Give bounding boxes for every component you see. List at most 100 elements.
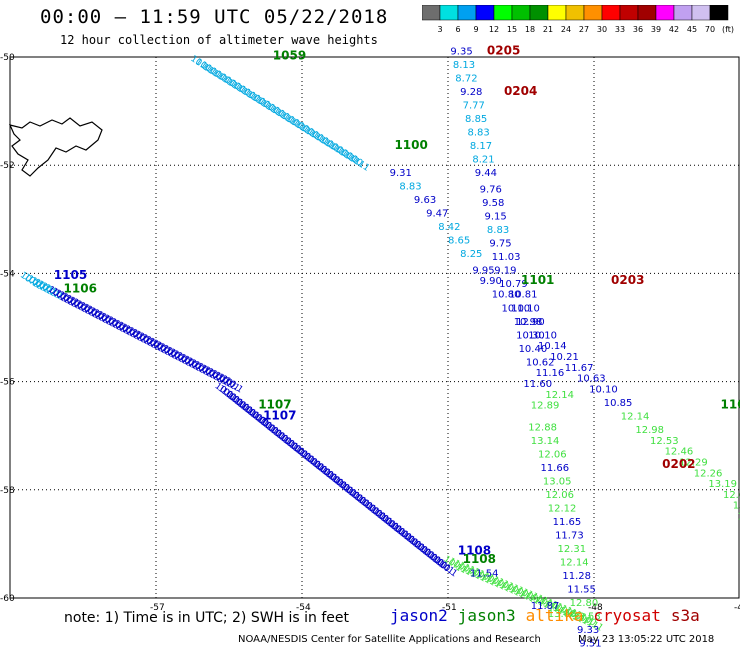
swh-value-s3a: 12.89 (531, 401, 560, 412)
color-tick-label: 30 (597, 25, 607, 34)
legend-cryosat: cryosat (593, 606, 661, 625)
pass-number-label: 1108 (463, 552, 496, 566)
swh-value-s3a: 9.58 (482, 198, 504, 209)
legend-s3a: s3a (670, 606, 700, 625)
swh-value-track: 12.98 (635, 425, 664, 436)
color-tick-label: 21 (543, 25, 553, 34)
swh-value-s3a: 12.06 (538, 449, 567, 460)
lon-label: -54 (296, 603, 311, 613)
swh-value-s3a: 12.88 (528, 422, 557, 433)
timestamp: May 23 13:05:22 UTC 2018 (578, 634, 715, 645)
swh-value-s3a: 13.05 (543, 476, 572, 487)
pass-number-label: 1107 (263, 408, 296, 422)
swh-value-track: 8.65 (448, 236, 470, 247)
swh-value-track: 9.63 (414, 195, 436, 206)
lon-label: -57 (150, 603, 165, 613)
swh-value-track: 10.80 (492, 290, 521, 301)
swh-value-s3a: 10.98 (514, 317, 543, 328)
color-scale-bar: 3 6 9 12 15 18 21 24 27 30 33 36 39 42 45 70 (ft) (422, 5, 734, 34)
swh-value-s3a: 11.60 (523, 379, 552, 390)
color-tick-label: 15 (507, 25, 517, 34)
color-tick-label: 24 (561, 25, 571, 34)
swh-value-s3a: 8.21 (472, 154, 494, 165)
lat-label: -56 (0, 378, 15, 388)
pass-number-label: 0204 (504, 84, 537, 98)
swh-value-track: 9.47 (426, 209, 448, 220)
swh-value-track: 8.42 (438, 222, 460, 233)
swh-value-s3a: 10.81 (509, 290, 538, 301)
swh-value-track: 10.21 (550, 352, 579, 363)
track-1059-mark: 10.1 (349, 154, 371, 174)
pass-number-label: 1107 (258, 398, 291, 412)
swh-value-s3a: 12.14 (545, 390, 574, 401)
swh-value-s3a: 10.30 (516, 330, 545, 341)
color-swatch (709, 5, 729, 21)
color-tick-label: 6 (455, 25, 460, 34)
swh-value-s3a: 12.14 (560, 558, 589, 569)
swh-value-track: 9.90 (480, 276, 502, 287)
pass-number-label: 1059 (273, 49, 306, 63)
swh-value-s3a: 8.83 (487, 225, 509, 236)
swh-value-track: 9.95 (472, 265, 494, 276)
swh-value-track: 11.67 (565, 363, 594, 374)
legend-jason2: jason2 (390, 606, 448, 625)
lat-label: -50 (0, 53, 15, 63)
pass-number-label: 1108 (458, 544, 491, 558)
swh-value-track: 9.31 (390, 168, 412, 179)
color-tick-label: 33 (615, 25, 625, 34)
swh-value-track: 12.90 (516, 317, 545, 328)
lon-label: -48 (588, 603, 603, 613)
swh-value-s3a: 9.19 (494, 265, 516, 276)
swh-value-s3a: 9.76 (480, 184, 502, 195)
swh-value-s3a: 12.31 (558, 544, 587, 555)
swh-value-track: 10.10 (502, 303, 531, 314)
legend-jason3: jason3 (457, 606, 516, 625)
swh-value-track: 10.14 (538, 341, 567, 352)
swh-value-s3a: 9.28 (460, 87, 482, 98)
swh-value-s3a: 13.14 (531, 436, 560, 447)
color-tick-label: 3 (437, 25, 442, 34)
swh-value-s3a: 12.80 (570, 598, 599, 609)
pass-number-label: 1101 (521, 273, 554, 287)
swh-value-s3a: 8.17 (470, 141, 492, 152)
color-tick-label: 45 (687, 25, 697, 34)
swh-value-s3a: 8.83 (467, 127, 489, 138)
swh-value-track: 10.85 (604, 398, 633, 409)
credit-line: NOAA/NESDIS Center for Satellite Applica… (238, 634, 541, 645)
footer-note: note: 1) Time is in UTC; 2) SWH is in fe… (64, 610, 350, 626)
lat-label: -52 (0, 161, 15, 171)
swh-value-s3a: 7.77 (463, 100, 485, 111)
swh-value-s3a: 10.79 (499, 279, 528, 290)
swh-value-s3a: 8.85 (465, 114, 487, 125)
pass-number-label: 1105 (54, 268, 87, 282)
color-tick-label: 39 (651, 25, 661, 34)
lon-label: -51 (442, 603, 457, 613)
lat-label: -58 (0, 486, 15, 496)
swh-value-track: 11.54 (470, 568, 499, 579)
swh-value-s3a: 9.75 (489, 238, 511, 249)
swh-value-track: 12.46 (665, 447, 694, 458)
lat-label: -60 (0, 594, 15, 604)
swh-value-track: 12.29 (679, 457, 708, 468)
swh-value-track: 12.14 (621, 411, 650, 422)
swh-value-s3a: 9.35 (450, 46, 472, 57)
swh-value-s3a: 9.51 (579, 639, 601, 650)
color-tick-label: 9 (473, 25, 478, 34)
swh-value-track: 13.06 (548, 609, 577, 620)
color-tick-label: 27 (579, 25, 589, 34)
satellite-legend: jason2 jason3 altika cryosat s3a (390, 606, 710, 625)
swh-value-track: 13.19 (708, 479, 737, 490)
swh-value-s3a: 11.65 (553, 517, 582, 528)
swh-value-s3a: 9.44 (475, 168, 497, 179)
swh-value-s3a: 11.55 (567, 585, 596, 596)
swh-value-track: 8.83 (399, 182, 421, 193)
pass-number-label: 1106 (64, 281, 97, 295)
swh-value-s3a: 9.15 (485, 211, 507, 222)
color-tick-label: (ft) (722, 25, 734, 34)
page-title: 00:00 – 11:59 UTC 05/22/2018 (40, 6, 389, 28)
pass-number-label: 110 (721, 398, 740, 412)
lat-label: -54 (0, 269, 15, 279)
swh-value-s3a: 9.33 (577, 625, 599, 636)
swh-value-s3a: 10.40 (519, 344, 548, 355)
